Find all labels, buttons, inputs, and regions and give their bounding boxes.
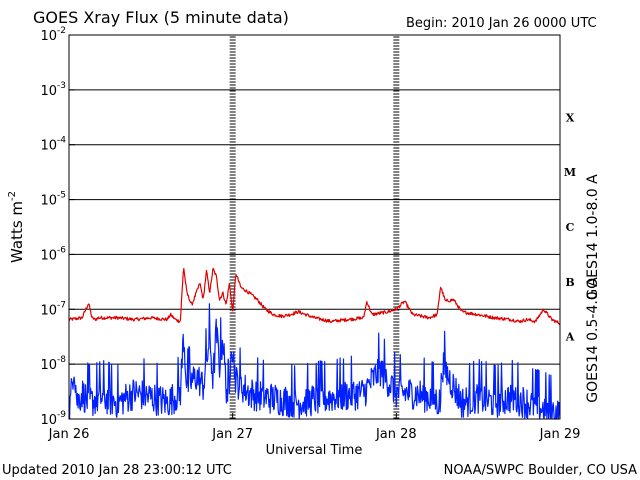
flare-class-label: A (565, 331, 575, 344)
y-tick-label: 10-3 (40, 81, 66, 99)
y-tick-label: 10-8 (40, 355, 66, 373)
y-tick-label: 10-7 (40, 300, 66, 318)
y-tick-label: 10-4 (40, 136, 66, 154)
y-tick-labels: 10-2 10-3 10-4 10-5 10-6 10-7 10-8 10-9 (40, 26, 75, 428)
y-axis-label: Watts m-2 (7, 191, 26, 263)
svg-text:Watts m-2: Watts m-2 (7, 191, 26, 263)
x-tick-label: Jan 29 (539, 427, 581, 442)
series-line-long (68, 267, 561, 326)
flare-class-label: B (565, 276, 574, 289)
flare-class-label: X (566, 111, 575, 124)
x-tick-label: Jan 28 (375, 427, 417, 442)
source-credit: NOAA/SWPC Boulder, CO USA (444, 463, 637, 478)
chart-title: GOES Xray Flux (5 minute data) (33, 8, 289, 27)
series-layer (68, 267, 561, 420)
grid-lines (69, 89, 560, 365)
x-axis-label: Universal Time (266, 443, 363, 458)
y-tick-label: 10-5 (40, 191, 66, 209)
y-tick-label: 10-2 (40, 26, 66, 44)
series-label-short: GOES14 0.5-4.0 A (585, 277, 601, 403)
y-axis-label-text: Watts m (8, 201, 26, 263)
updated-timestamp: Updated 2010 Jan 28 23:00:12 UTC (2, 463, 232, 478)
flare-class-labels: X M C B A (564, 111, 576, 343)
plot-frame (68, 34, 561, 420)
begin-date: Begin: 2010 Jan 26 0000 UTC (406, 16, 597, 31)
x-tick-label: Jan 26 (48, 427, 90, 442)
y-axis-label-exponent: -2 (7, 191, 18, 201)
day-divider-ticks (229, 36, 400, 419)
y-tick-label: 10-9 (40, 410, 66, 428)
flare-class-label: M (564, 166, 576, 179)
series-line-short (68, 303, 561, 420)
y-tick-label: 10-6 (40, 245, 66, 263)
series-label-long: GOES14 1.0-8.0 A (585, 174, 601, 300)
x-tick-labels: Jan 26 Jan 27 Jan 28 Jan 29 (48, 413, 581, 442)
flare-class-label: C (566, 221, 575, 234)
x-tick-label: Jan 27 (211, 427, 253, 442)
